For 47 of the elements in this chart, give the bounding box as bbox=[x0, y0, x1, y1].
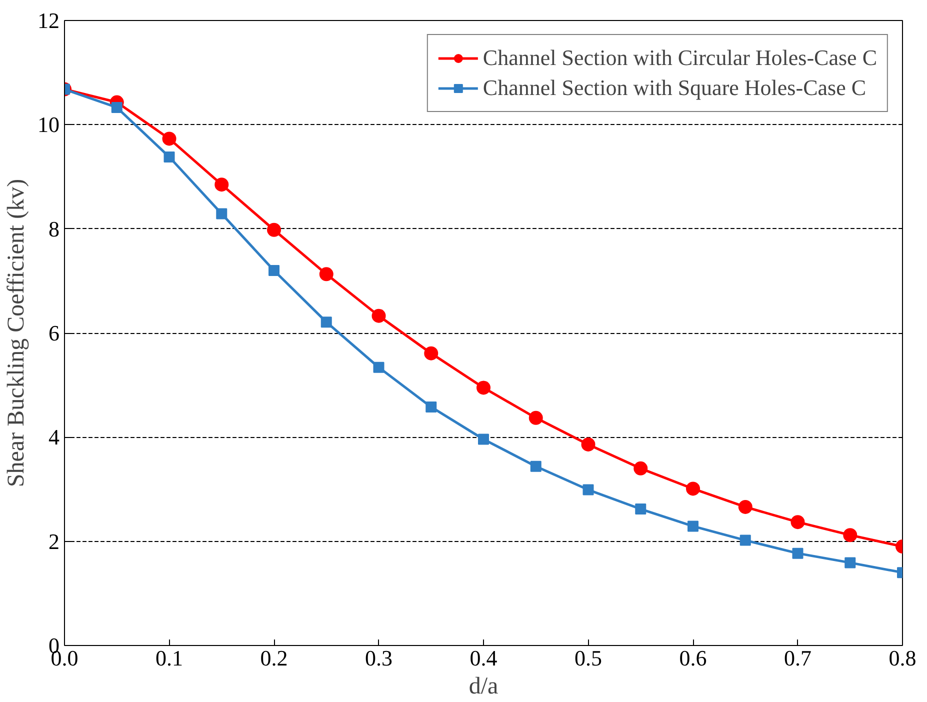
y-tick-label: 2 bbox=[48, 528, 60, 554]
y-tick-label: 10 bbox=[38, 112, 60, 138]
point bbox=[320, 316, 332, 328]
point bbox=[634, 461, 648, 476]
x-tick-label: 0.1 bbox=[156, 646, 183, 670]
point bbox=[843, 528, 858, 542]
point bbox=[216, 208, 228, 220]
x-tick-label: 0.5 bbox=[574, 646, 602, 670]
legend-label: Channel Section with Square Holes-Case C bbox=[482, 75, 866, 101]
point bbox=[635, 504, 646, 515]
point bbox=[164, 151, 175, 162]
y-tick-label: 8 bbox=[48, 216, 60, 242]
point bbox=[268, 265, 280, 276]
y-tick-label: 12 bbox=[38, 8, 60, 33]
point bbox=[528, 410, 543, 425]
x-tick-label: 0.8 bbox=[888, 646, 916, 670]
point bbox=[530, 460, 542, 472]
point bbox=[686, 482, 700, 496]
point bbox=[214, 178, 229, 192]
point bbox=[111, 102, 122, 113]
point bbox=[792, 548, 804, 559]
x-tick-label: 0.4 bbox=[470, 646, 498, 670]
y-axis-title: Shear Buckling Coefficient (kv) bbox=[4, 178, 30, 488]
point bbox=[426, 401, 437, 412]
point bbox=[844, 557, 856, 568]
point bbox=[581, 437, 596, 452]
point bbox=[267, 222, 281, 237]
point bbox=[688, 520, 698, 532]
point bbox=[162, 132, 176, 146]
point bbox=[372, 308, 386, 323]
point bbox=[740, 534, 751, 546]
x-tick-label: 0.3 bbox=[365, 646, 392, 670]
point bbox=[319, 267, 334, 282]
x-axis-title: d/a bbox=[468, 674, 499, 700]
point bbox=[373, 362, 384, 373]
x-tick-label: 0.7 bbox=[784, 646, 812, 670]
x-tick-label: 0.2 bbox=[260, 646, 288, 670]
point bbox=[478, 434, 489, 445]
point bbox=[738, 500, 752, 514]
point bbox=[582, 484, 594, 496]
point bbox=[424, 346, 438, 360]
legend-label: Channel Section with Circular Holes-Case C bbox=[482, 45, 877, 71]
point bbox=[790, 515, 805, 530]
y-tick-label: 6 bbox=[48, 320, 60, 346]
x-tick-label: 0.6 bbox=[679, 646, 707, 670]
point bbox=[476, 380, 490, 395]
y-tick-label: 4 bbox=[48, 424, 60, 450]
